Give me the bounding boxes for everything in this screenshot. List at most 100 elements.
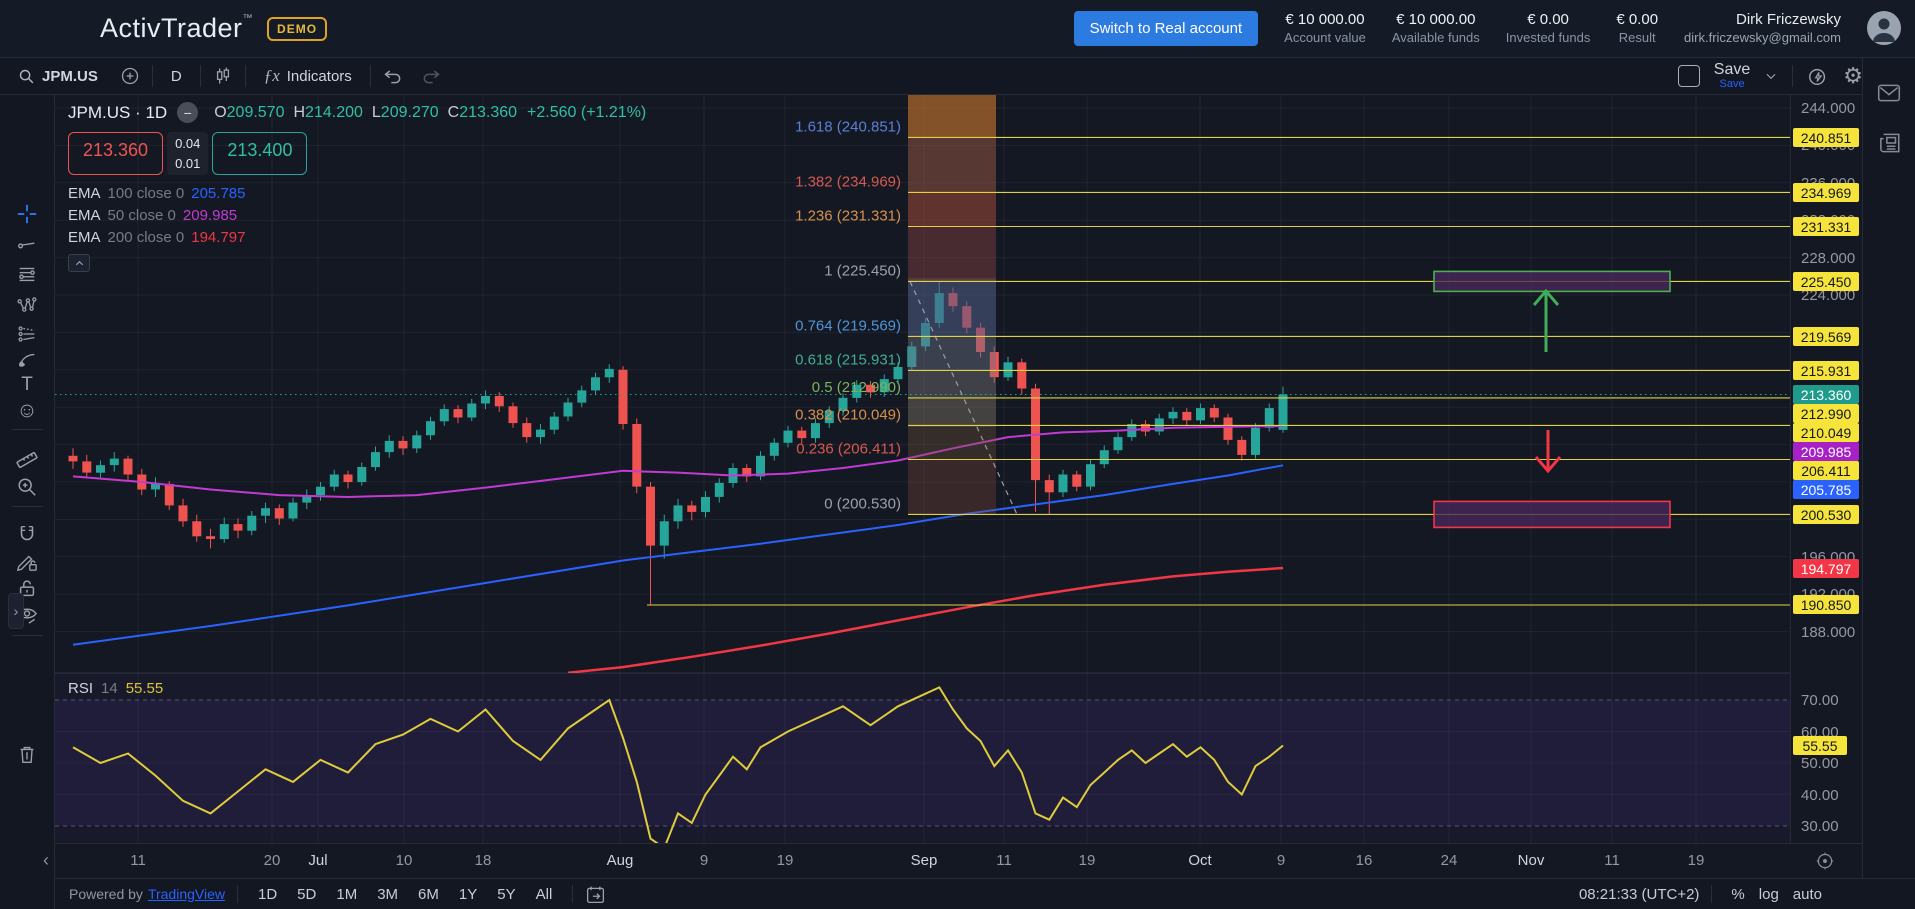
range-button-1d[interactable]: 1D: [257, 885, 278, 903]
measure-tool-icon[interactable]: [15, 445, 39, 474]
magnet-tool-icon[interactable]: [16, 523, 38, 550]
percent-scale-button[interactable]: %: [1731, 885, 1745, 903]
mail-icon[interactable]: [1876, 80, 1902, 111]
price-badge[interactable]: 231.331: [1793, 217, 1859, 236]
toolbar-checkbox[interactable]: [1677, 65, 1700, 87]
fib-retracement-tool-icon[interactable]: [16, 263, 38, 290]
text-tool-icon[interactable]: T: [21, 374, 33, 395]
save-button[interactable]: Save Save: [1713, 61, 1751, 90]
rsi-line[interactable]: [72, 686, 1284, 843]
buy-button[interactable]: 213.400: [212, 132, 308, 175]
lock-icon[interactable]: [16, 577, 38, 604]
price-badge[interactable]: 209.985: [1793, 442, 1859, 461]
ohlc-pair: L209.270: [371, 103, 439, 121]
avatar[interactable]: [1867, 11, 1901, 46]
svg-text:1 (225.450): 1 (225.450): [824, 262, 901, 279]
chart-type-candles-icon[interactable]: [213, 66, 233, 86]
ema-100-line[interactable]: [72, 464, 1284, 646]
session-clock[interactable]: 08:21:33 (UTC+2): [1578, 885, 1700, 903]
ema-legend-row[interactable]: EMA 50 close 0 209.985: [68, 207, 238, 224]
emoji-tool-icon[interactable]: ☺: [16, 399, 38, 422]
price-badge[interactable]: 219.569: [1793, 327, 1859, 346]
trash-icon[interactable]: [16, 743, 38, 770]
top-header: ActivTrader™ DEMO Switch to Real account…: [0, 0, 1915, 58]
chevron-down-icon[interactable]: [1764, 69, 1778, 83]
fib-zones[interactable]: [908, 95, 996, 515]
spread-values: 0.04 0.01: [167, 132, 209, 175]
rsi-value-badge[interactable]: 55.55: [1793, 736, 1847, 755]
price-badge[interactable]: 212.990: [1793, 404, 1859, 423]
pattern-tool-icon[interactable]: [16, 294, 38, 321]
zoom-in-tool-icon[interactable]: [16, 476, 38, 503]
svg-text:0.382 (210.049): 0.382 (210.049): [795, 406, 901, 423]
fib-trend-line[interactable]: [909, 281, 1018, 515]
go-to-date-icon[interactable]: [585, 884, 606, 905]
save-sub-label: Save: [1719, 78, 1745, 90]
rsi-legend[interactable]: RSI 14 55.55: [68, 680, 164, 697]
price-badge[interactable]: 190.850: [1793, 595, 1859, 614]
price-badge[interactable]: 225.450: [1793, 272, 1859, 291]
main-chart[interactable]: 1.618 (240.851) 1.382 (234.969) 1.236 (231…: [55, 95, 1790, 843]
alert-icon[interactable]: [1807, 65, 1829, 87]
compare-add-icon[interactable]: [120, 66, 140, 86]
scroll-to-realtime-icon[interactable]: [1815, 851, 1835, 875]
expand-panel-tab[interactable]: ›: [8, 593, 24, 629]
range-button-1y[interactable]: 1Y: [458, 885, 478, 903]
log-scale-button[interactable]: log: [1758, 885, 1779, 903]
legend-symbol-title[interactable]: JPM.US · 1D: [68, 102, 168, 122]
undo-icon[interactable]: [383, 66, 403, 86]
auto-scale-button[interactable]: auto: [1792, 885, 1822, 903]
collapse-toolbar-icon[interactable]: ‹: [43, 850, 49, 870]
drawing-rect-support[interactable]: [1433, 500, 1671, 529]
ema-legend-row[interactable]: EMA 100 close 0 205.785: [68, 185, 246, 202]
range-button-3m[interactable]: 3M: [377, 885, 399, 903]
collapse-legend-button[interactable]: [68, 254, 90, 272]
sell-button[interactable]: 213.360: [68, 132, 164, 175]
range-button-all[interactable]: All: [535, 885, 553, 903]
fib-level-lines[interactable]: [647, 136, 1790, 606]
minus-circle-icon[interactable]: −: [177, 102, 199, 123]
time-label: 11: [130, 852, 146, 869]
price-badge[interactable]: 213.360: [1793, 385, 1859, 404]
ohlc-pair: C213.360: [447, 103, 518, 121]
time-label: Oct: [1188, 852, 1212, 869]
price-badge[interactable]: 200.530: [1793, 505, 1859, 524]
drawing-arrow-up[interactable]: [1532, 288, 1560, 352]
news-icon[interactable]: [1876, 130, 1902, 161]
price-badge[interactable]: 205.785: [1793, 480, 1859, 499]
price-badge[interactable]: 240.851: [1793, 128, 1859, 147]
indicators-button[interactable]: ƒx Indicators: [263, 66, 352, 85]
price-badge[interactable]: 234.969: [1793, 183, 1859, 202]
drawing-rect-resistance[interactable]: [1433, 270, 1671, 293]
range-button-6m[interactable]: 6M: [418, 885, 439, 903]
svg-text:0.5 (212.990): 0.5 (212.990): [812, 379, 901, 396]
price-badge[interactable]: 210.049: [1793, 423, 1859, 442]
drawing-arrow-down[interactable]: [1534, 430, 1562, 474]
price-axis[interactable]: 244.000240.000236.000232.000228.000224.0…: [1790, 95, 1862, 843]
redo-icon[interactable]: [421, 66, 441, 86]
price-badge[interactable]: 206.411: [1793, 461, 1859, 480]
ema-50-line[interactable]: [72, 425, 1284, 499]
time-label: 9: [699, 852, 709, 869]
drawing-lock-icon[interactable]: [16, 550, 38, 577]
projection-tool-icon[interactable]: [16, 323, 38, 350]
crosshair-tool-icon[interactable]: [16, 203, 38, 230]
ema-legend-row[interactable]: EMA 200 close 0 194.797: [68, 229, 246, 246]
account-stat: € 0.00 Invested funds: [1505, 10, 1591, 45]
range-button-5y[interactable]: 5Y: [497, 885, 516, 903]
time-label: Nov: [1517, 852, 1545, 869]
range-button-1m[interactable]: 1M: [336, 885, 358, 903]
symbol-search[interactable]: JPM.US: [12, 64, 104, 89]
brush-tool-icon[interactable]: [16, 349, 38, 376]
trend-line-tool-icon[interactable]: [16, 234, 38, 261]
gear-icon[interactable]: ⚙: [1843, 63, 1863, 88]
ema-200-line[interactable]: [567, 566, 1284, 673]
time-axis[interactable]: ‹ 11 20 Jul 10 18 Aug 9 19 Sep 11 19 Oct 9 16 24 Nov 11 1…: [43, 843, 1862, 878]
switch-to-real-button[interactable]: Switch to Real account: [1073, 10, 1259, 46]
price-badge[interactable]: 194.797: [1793, 559, 1859, 578]
tradingview-link[interactable]: TradingView: [147, 886, 225, 902]
price-badge[interactable]: 215.931: [1793, 361, 1859, 380]
interval-button[interactable]: D: [170, 67, 182, 85]
bid-ask-panel: 213.360 0.04 0.01 213.400: [68, 132, 646, 175]
range-button-5d[interactable]: 5D: [297, 885, 317, 903]
